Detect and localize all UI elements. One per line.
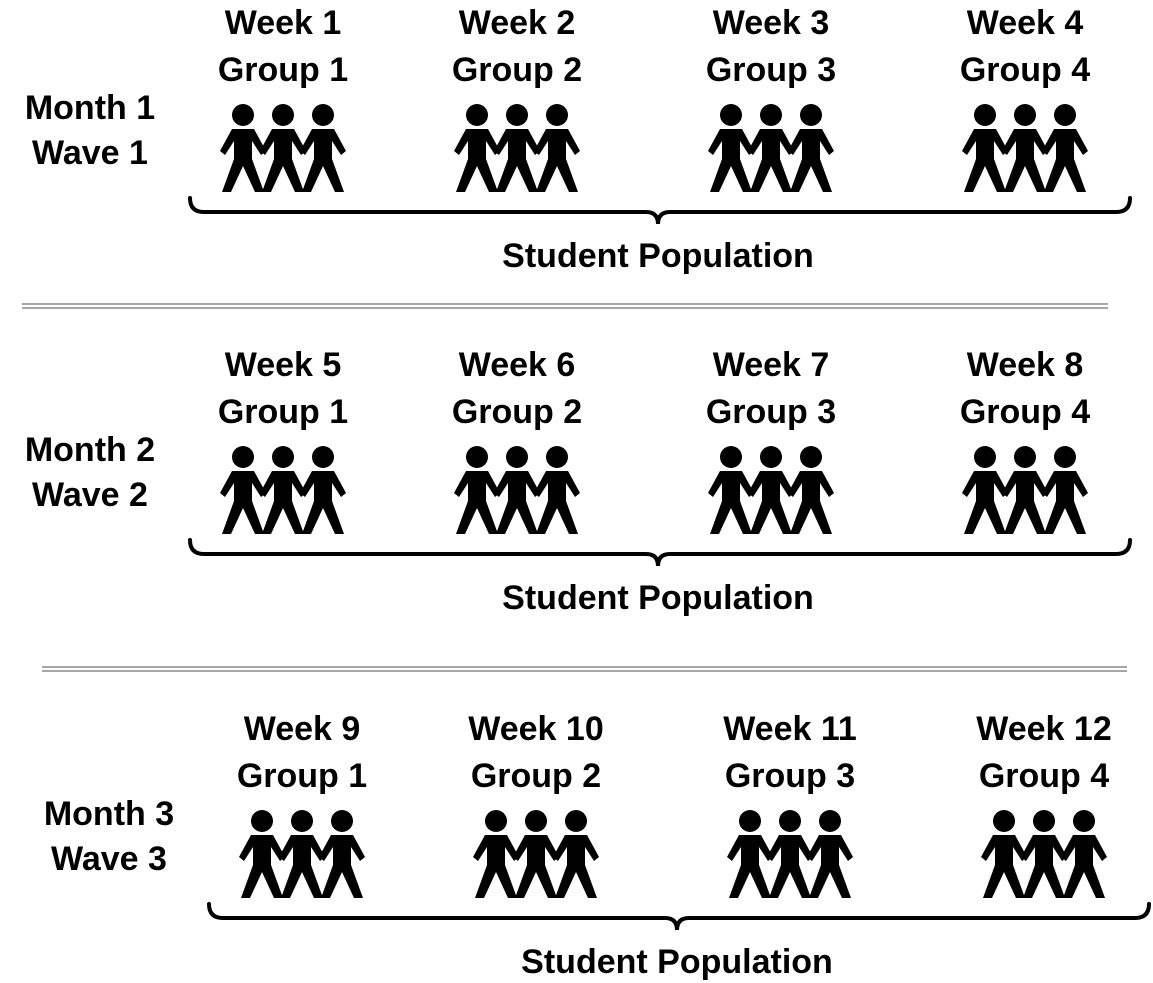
people-icon: [239, 810, 365, 898]
population-label: Student Population: [502, 579, 814, 617]
people-icon: [454, 446, 580, 534]
person: [300, 104, 346, 192]
population-label: Student Population: [502, 237, 814, 275]
person: [1021, 810, 1067, 898]
person: [494, 104, 540, 192]
wave-label: Wave 2: [32, 476, 148, 514]
group-label: Group 3: [706, 393, 836, 431]
group-label: Group 4: [960, 51, 1090, 89]
brace: [188, 538, 1132, 567]
person: [748, 446, 794, 534]
week-label: Week 9: [244, 710, 361, 748]
people-icon: [220, 446, 346, 534]
person: [534, 446, 580, 534]
week-label: Week 4: [967, 4, 1084, 42]
week-label: Week 10: [468, 710, 603, 748]
month-label: Month 3: [44, 795, 174, 833]
person: [260, 446, 306, 534]
wave-label: Wave 1: [32, 134, 148, 172]
person: [454, 446, 500, 534]
week-label: Week 6: [459, 346, 576, 384]
week-label: Week 8: [967, 346, 1084, 384]
person: [260, 104, 306, 192]
group-label: Group 3: [706, 51, 836, 89]
person: [279, 810, 325, 898]
person: [1042, 104, 1088, 192]
month-label: Month 2: [25, 431, 155, 469]
person: [962, 104, 1008, 192]
wave-panel: Month 2 Wave 2 Week 5 Group 1 Week 6 Group 2 W…: [25, 346, 1132, 617]
week-label: Week 1: [225, 4, 342, 42]
group-label: Group 1: [218, 393, 348, 431]
person: [727, 810, 773, 898]
person: [788, 104, 834, 192]
person: [708, 104, 754, 192]
person: [1042, 446, 1088, 534]
person: [1061, 810, 1107, 898]
group-label: Group 2: [452, 393, 582, 431]
people-icon: [727, 810, 853, 898]
person: [494, 446, 540, 534]
person: [1002, 446, 1048, 534]
people-icon: [708, 446, 834, 534]
people-icon: [708, 104, 834, 192]
group-label: Group 1: [237, 757, 367, 795]
person: [220, 446, 266, 534]
person: [962, 446, 1008, 534]
person: [473, 810, 519, 898]
group-label: Group 4: [979, 757, 1109, 795]
person: [1002, 104, 1048, 192]
people-icon: [962, 104, 1088, 192]
week-label: Week 7: [713, 346, 830, 384]
brace: [188, 196, 1132, 225]
person: [553, 810, 599, 898]
person: [748, 104, 794, 192]
people-icon: [454, 104, 580, 192]
week-label: Week 2: [459, 4, 576, 42]
people-icon: [220, 104, 346, 192]
group-label: Group 2: [452, 51, 582, 89]
week-label: Week 11: [723, 710, 857, 748]
person: [708, 446, 754, 534]
week-label: Week 5: [225, 346, 342, 384]
people-icon: [962, 446, 1088, 534]
wave-panel: Month 3 Wave 3 Week 9 Group 1 Week 10 Group 2…: [44, 710, 1151, 981]
group-label: Group 4: [960, 393, 1090, 431]
group-label: Group 2: [471, 757, 601, 795]
person: [220, 104, 266, 192]
week-label: Week 12: [976, 710, 1111, 748]
person: [981, 810, 1027, 898]
person: [767, 810, 813, 898]
group-label: Group 1: [218, 51, 348, 89]
person: [239, 810, 285, 898]
person: [807, 810, 853, 898]
wave-panel: Month 1 Wave 1 Week 1 Group 1 Week 2 Group 2 W…: [25, 4, 1132, 275]
person: [534, 104, 580, 192]
person: [788, 446, 834, 534]
brace: [207, 902, 1151, 931]
week-label: Week 3: [713, 4, 830, 42]
people-icon: [981, 810, 1107, 898]
people-icon: [473, 810, 599, 898]
month-label: Month 1: [25, 89, 155, 127]
person: [513, 810, 559, 898]
wave-label: Wave 3: [51, 840, 167, 878]
group-label: Group 3: [725, 757, 855, 795]
separator: [42, 666, 1127, 672]
population-label: Student Population: [521, 943, 833, 981]
person: [300, 446, 346, 534]
separator: [22, 303, 1108, 309]
person: [319, 810, 365, 898]
person: [454, 104, 500, 192]
